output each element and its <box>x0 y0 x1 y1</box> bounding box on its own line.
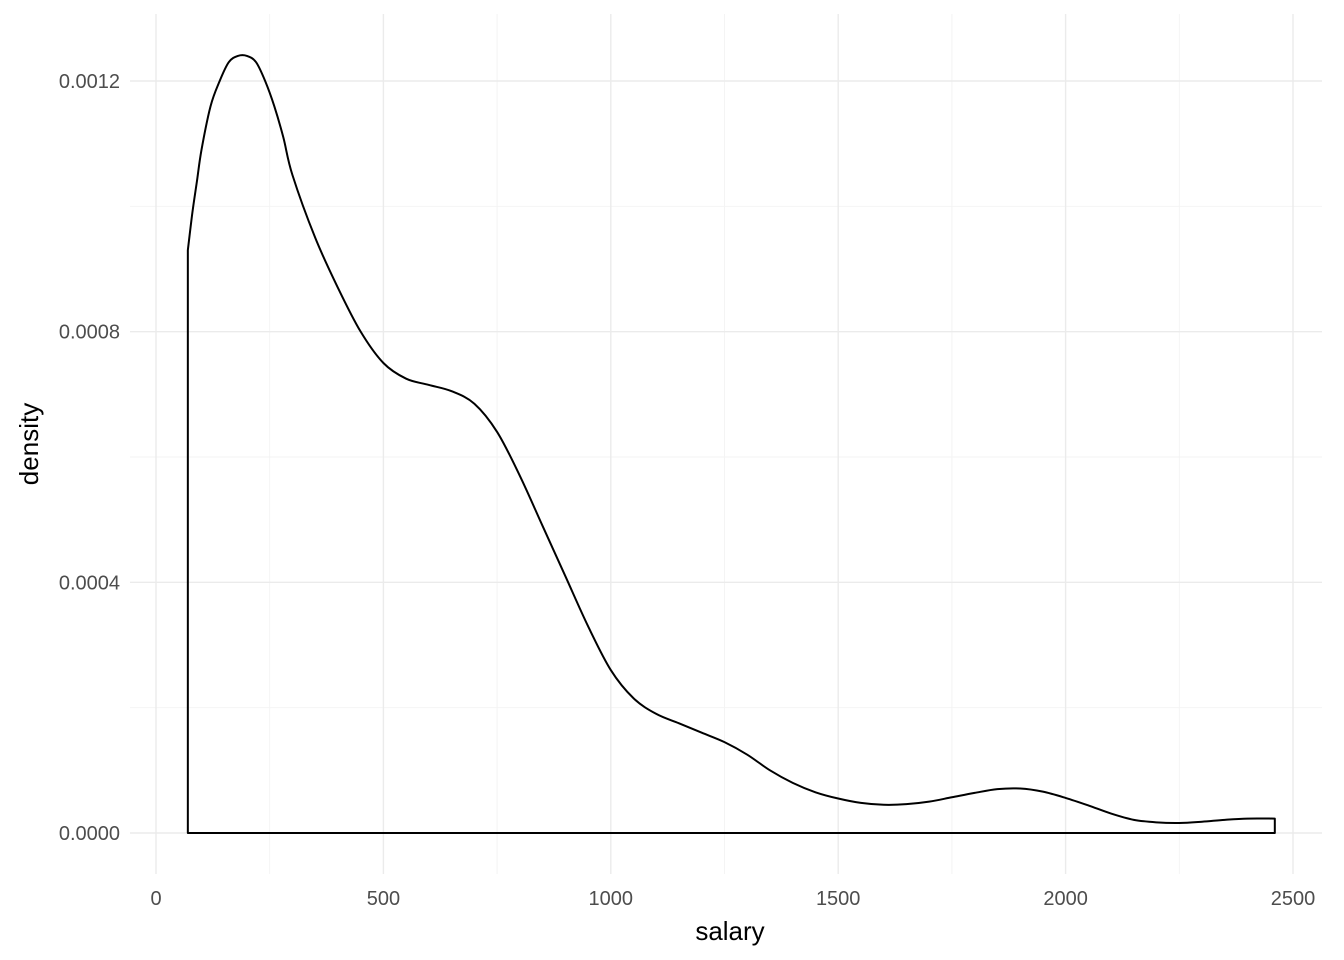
y-axis-ticks: 0.0000 0.0004 0.0008 0.0012 <box>59 71 120 845</box>
x-tick-label: 2500 <box>1271 888 1316 910</box>
y-axis-title: density <box>14 403 44 485</box>
y-tick-label: 0.0008 <box>59 322 120 344</box>
density-curve <box>186 54 1276 834</box>
y-tick-label: 0.0000 <box>59 823 120 845</box>
x-tick-label: 500 <box>367 888 400 910</box>
x-axis-title: salary <box>695 916 764 946</box>
x-tick-label: 0 <box>150 888 161 910</box>
x-tick-label: 1500 <box>816 888 861 910</box>
x-tick-label: 1000 <box>589 888 634 910</box>
x-axis-ticks: 0 500 1000 1500 2000 2500 <box>150 888 1315 910</box>
grid <box>130 14 1322 874</box>
y-tick-label: 0.0012 <box>59 71 120 93</box>
y-tick-label: 0.0004 <box>59 572 120 594</box>
plot-area <box>186 54 1276 834</box>
x-tick-label: 2000 <box>1043 888 1088 910</box>
